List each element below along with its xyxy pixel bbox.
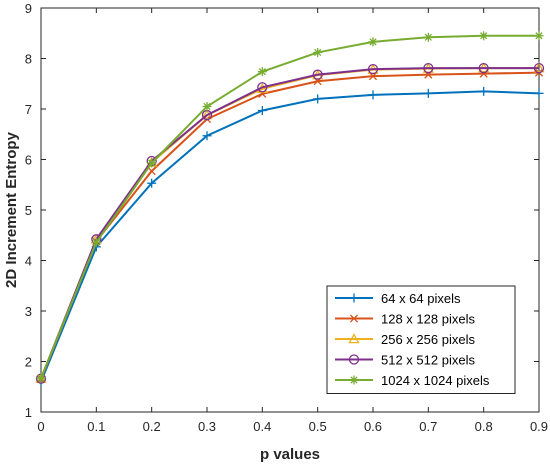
- data-point: [313, 94, 323, 104]
- data-point: [534, 31, 544, 41]
- legend-label: 128 x 128 pixels: [381, 312, 475, 327]
- data-point: [147, 167, 156, 176]
- data-point: [257, 67, 267, 77]
- x-tick-label: 0.8: [475, 419, 493, 434]
- data-point: [313, 47, 323, 57]
- y-tick-label: 1: [25, 405, 32, 420]
- series-line: [40, 90, 540, 383]
- x-tick-label: 0.3: [198, 419, 216, 434]
- series-64-x-64-pixels: [36, 86, 544, 387]
- data-point: [147, 178, 157, 188]
- data-point: [423, 32, 433, 42]
- data-point: [478, 62, 489, 74]
- x-tick-label: 0: [37, 419, 44, 434]
- data-point: [257, 82, 268, 93]
- data-point: [349, 293, 359, 303]
- x-tick-label: 0.4: [253, 419, 271, 434]
- legend-item: 64 x 64 pixels: [335, 291, 461, 306]
- y-tick-label: 5: [25, 203, 32, 218]
- x-tick-label: 0.5: [309, 419, 327, 434]
- legend: 64 x 64 pixels 128 x 128 pixels 256 x 256 …: [326, 285, 516, 394]
- series-1024-x-1024-pixels: [36, 31, 544, 383]
- y-tick-label: 9: [25, 1, 32, 16]
- legend-label: 256 x 256 pixels: [381, 332, 475, 347]
- data-point: [349, 375, 359, 385]
- data-point: [147, 158, 157, 168]
- legend-label: 1024 x 1024 pixels: [381, 373, 490, 388]
- series-line: [40, 67, 539, 380]
- legend-item: 256 x 256 pixels: [335, 332, 475, 347]
- data-point: [479, 31, 489, 41]
- data-point: [423, 62, 434, 74]
- data-point: [312, 69, 323, 80]
- axis-ticks: 0 0.1 0.2 0.3 0.4 0.5 0.6 0.7 0.8 0.9 1 2 3 4 5 6 7 8 9: [25, 1, 548, 434]
- legend-item: 512 x 512 pixels: [335, 353, 475, 368]
- data-point: [368, 37, 378, 47]
- data-point: [534, 88, 544, 98]
- legend-item: 1024 x 1024 pixels: [335, 373, 490, 388]
- series-layer: [35, 31, 545, 387]
- data-point: [368, 90, 378, 100]
- y-tick-label: 6: [25, 153, 32, 168]
- data-point: [257, 106, 267, 116]
- x-axis-title: p values: [260, 446, 320, 463]
- data-point: [202, 101, 212, 111]
- series-line: [40, 71, 540, 380]
- y-tick-label: 2: [25, 355, 32, 370]
- y-tick-label: 8: [25, 52, 32, 67]
- y-tick-label: 7: [25, 102, 32, 117]
- x-tick-label: 0.9: [530, 419, 548, 434]
- data-point: [533, 62, 545, 74]
- data-point: [36, 373, 46, 383]
- data-point: [367, 63, 379, 75]
- series-line: [40, 34, 539, 379]
- data-point: [348, 333, 360, 344]
- data-point: [202, 131, 212, 141]
- y-axis-title: 2D Increment Entropy: [3, 131, 20, 288]
- data-point: [349, 314, 359, 323]
- data-point: [423, 88, 433, 98]
- legend-item: 128 x 128 pixels: [335, 312, 475, 327]
- data-point: [91, 237, 101, 247]
- data-point: [348, 354, 360, 365]
- x-tick-label: 0.2: [143, 419, 161, 434]
- y-tick-label: 4: [25, 254, 32, 269]
- x-tick-label: 0.7: [419, 419, 437, 434]
- legend-label: 512 x 512 pixels: [381, 353, 475, 368]
- legend-label: 64 x 64 pixels: [381, 291, 461, 306]
- x-tick-label: 0.1: [87, 419, 105, 434]
- data-point: [479, 86, 489, 96]
- x-tick-label: 0.6: [364, 419, 382, 434]
- y-tick-label: 3: [25, 304, 32, 319]
